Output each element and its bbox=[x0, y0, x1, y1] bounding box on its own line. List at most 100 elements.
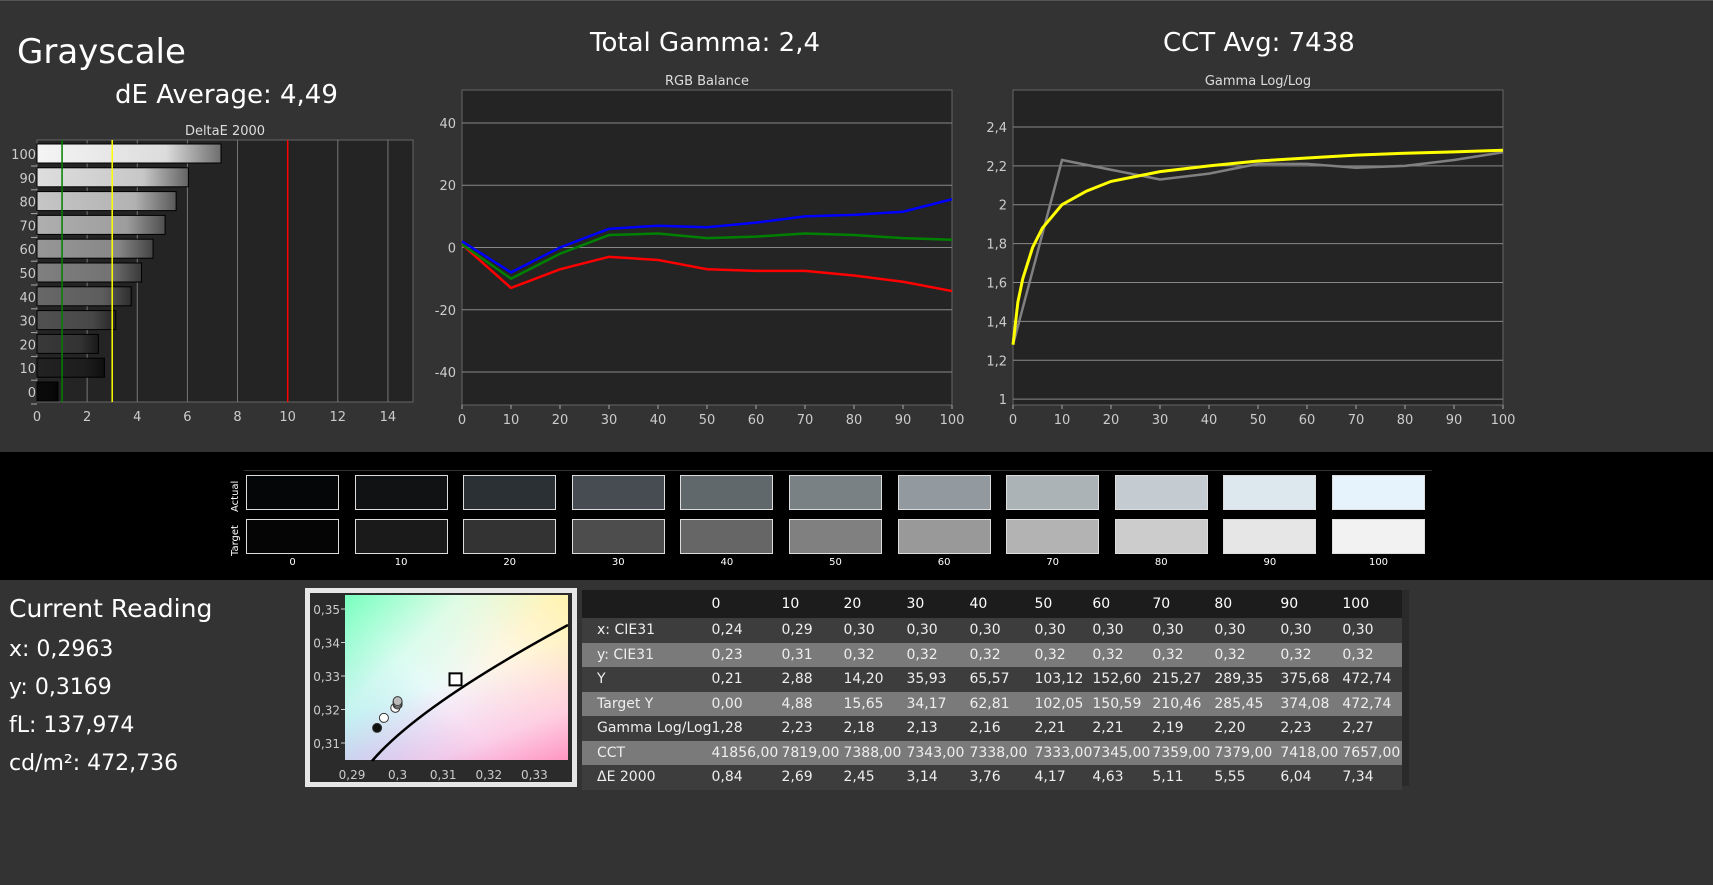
target-swatch bbox=[897, 519, 991, 554]
cie-gradient bbox=[345, 595, 568, 760]
table-cell: 2,21 bbox=[1034, 720, 1066, 737]
table-cell: 0,32 bbox=[969, 646, 1001, 663]
chart-x-tick: 40 bbox=[650, 413, 667, 428]
deltae-y-tick: 80 bbox=[19, 196, 36, 211]
table-cell: 2,19 bbox=[1152, 720, 1184, 737]
actual-swatch bbox=[354, 475, 448, 510]
chart-x-tick: 90 bbox=[895, 413, 912, 428]
deltae-x-tick: 4 bbox=[133, 410, 141, 425]
series-line-red bbox=[461, 243, 953, 293]
cie-y-tick: 0,33 bbox=[313, 670, 340, 684]
deltae-y-tick: 10 bbox=[19, 362, 36, 377]
table-cell: 285,45 bbox=[1214, 695, 1264, 712]
reading-fl: fL: 137,974 bbox=[9, 713, 135, 738]
table-cell: 102,05 bbox=[1034, 695, 1084, 712]
deltae-bar bbox=[36, 262, 143, 283]
de-average: dE Average: 4,49 bbox=[115, 80, 338, 110]
chart-y-tick: 40 bbox=[439, 117, 456, 132]
target-row-label: Target bbox=[230, 525, 241, 556]
deltae-y-tick: 40 bbox=[19, 291, 36, 306]
series-line-green bbox=[461, 232, 953, 281]
table-cell: 0,32 bbox=[906, 646, 938, 663]
table-cell: 7343,00 bbox=[906, 744, 965, 761]
table-cell: 289,35 bbox=[1214, 671, 1264, 688]
table-cell: 20 bbox=[843, 596, 862, 612]
current-reading-title: Current Reading bbox=[9, 594, 213, 623]
chart-x-tick: 0 bbox=[1009, 413, 1017, 428]
table-row: y: CIE31 0,23 0,31 0,32 0,32 0,32 0,32 0,32 0,32… bbox=[582, 642, 1403, 667]
chart-y-tick: 20 bbox=[439, 179, 456, 194]
table-cell: 2,23 bbox=[1280, 720, 1312, 737]
swatch-level-label: 50 bbox=[829, 557, 842, 568]
table-cell: 0,21 bbox=[711, 671, 743, 688]
cie-y-tick: 0,32 bbox=[313, 704, 340, 718]
target-swatch bbox=[1006, 519, 1100, 554]
table-cell: 0,32 bbox=[1092, 646, 1124, 663]
target-swatch bbox=[1114, 519, 1208, 554]
table-cell: 14,20 bbox=[843, 671, 884, 688]
row-label: ΔE 2000 bbox=[597, 769, 656, 786]
table-cell: 2,45 bbox=[843, 769, 875, 786]
table-cell: 30 bbox=[906, 596, 925, 612]
deltae-bar bbox=[36, 357, 105, 378]
chart-y-tick: 0 bbox=[448, 242, 456, 257]
chart-x-tick: 50 bbox=[699, 413, 716, 428]
table-cell: 150,59 bbox=[1092, 695, 1142, 712]
table-cell: 0,32 bbox=[1034, 646, 1066, 663]
table-cell: 5,11 bbox=[1152, 769, 1184, 786]
chart-y-tick: 2,2 bbox=[986, 160, 1007, 175]
cie-x-tick: 0,32 bbox=[475, 768, 502, 782]
table-cell: 10 bbox=[781, 596, 800, 612]
table-cell: 7,34 bbox=[1342, 769, 1374, 786]
table-row: CCT 41856,00 7819,00 7388,00 7343,00 7338,00 7… bbox=[582, 740, 1403, 765]
chart-x-tick: 10 bbox=[503, 413, 520, 428]
table-cell: 2,16 bbox=[969, 720, 1001, 737]
row-label: CCT bbox=[597, 744, 626, 761]
chart-x-tick: 20 bbox=[1103, 413, 1120, 428]
reading-cdm2: cd/m²: 472,736 bbox=[9, 751, 179, 776]
data-table-container: 0 10 20 30 40 50 60 70 80 90 100 x: CIE31 0,24 0,29 0,… bbox=[582, 590, 1409, 790]
chart-x-tick: 10 bbox=[1054, 413, 1071, 428]
swatch-level-label: 20 bbox=[503, 557, 517, 568]
table-header-row: 0 10 20 30 40 50 60 70 80 90 100 bbox=[582, 590, 1403, 618]
deltae-y-tick: 30 bbox=[19, 315, 36, 330]
chart-x-tick: 80 bbox=[846, 413, 863, 428]
table-cell: 215,27 bbox=[1152, 671, 1202, 688]
deltae-y-tick: 50 bbox=[19, 267, 36, 282]
table-cell: 60 bbox=[1092, 596, 1111, 612]
deltae-x-tick: 2 bbox=[83, 410, 91, 425]
table-row: x: CIE31 0,24 0,29 0,30 0,30 0,30 0,30 0,30 0,30… bbox=[582, 618, 1403, 643]
swatch-strip bbox=[0, 452, 1713, 580]
deltae-x-tick: 12 bbox=[330, 410, 347, 425]
series-line-target bbox=[1011, 148, 1504, 345]
table-cell: 0,30 bbox=[969, 622, 1001, 639]
table-cell: 0,84 bbox=[711, 769, 743, 786]
table-row: Y 0,21 2,88 14,20 35,93 65,57 103,12 152,60 215,… bbox=[582, 667, 1403, 692]
table-cell: 0,30 bbox=[1214, 622, 1246, 639]
table-cell: 65,57 bbox=[969, 671, 1010, 688]
table-cell: 1,28 bbox=[711, 720, 743, 737]
reading-x: x: 0,2963 bbox=[9, 637, 114, 662]
actual-swatch bbox=[1114, 475, 1208, 510]
table-cell: 0,32 bbox=[843, 646, 875, 663]
table-cell: 90 bbox=[1280, 596, 1299, 612]
cct-average: CCT Avg: 7438 bbox=[1163, 28, 1355, 58]
swatch-level-label: 30 bbox=[611, 557, 625, 568]
cie-measured-point bbox=[378, 712, 389, 723]
row-label: Target Y bbox=[597, 695, 654, 712]
table-cell: 2,27 bbox=[1342, 720, 1374, 737]
row-label: y: CIE31 bbox=[597, 646, 654, 663]
cie-y-tick: 0,31 bbox=[313, 737, 340, 751]
table-cell: 0,31 bbox=[781, 646, 813, 663]
deltae-y-tick: 60 bbox=[19, 243, 36, 258]
swatch-level-label: 40 bbox=[720, 557, 734, 568]
cie-x-tick: 0,31 bbox=[430, 768, 457, 782]
chart-x-tick: 60 bbox=[748, 413, 765, 428]
chart-x-tick: 50 bbox=[1250, 413, 1267, 428]
chart-y-tick: -20 bbox=[435, 304, 456, 319]
target-swatch bbox=[571, 519, 665, 554]
row-label: Y bbox=[597, 671, 606, 688]
table-cell: 375,68 bbox=[1280, 671, 1330, 688]
deltae-bar bbox=[36, 143, 222, 164]
